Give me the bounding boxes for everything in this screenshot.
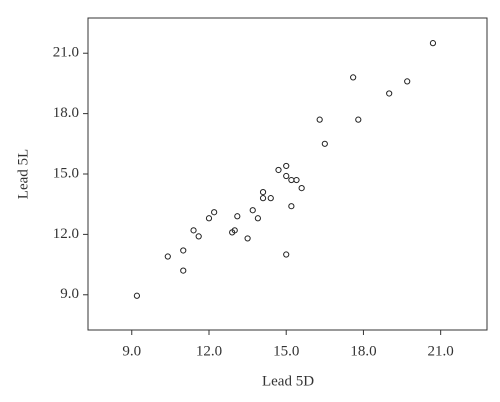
y-tick-label: 18.0	[53, 105, 79, 121]
point	[355, 116, 362, 123]
point	[316, 116, 323, 123]
x-tick-label: 12.0	[196, 343, 222, 359]
point	[288, 176, 295, 184]
y-axis-label: Lead 5L	[15, 149, 31, 199]
point	[205, 215, 213, 222]
point	[195, 233, 202, 240]
point	[133, 292, 141, 299]
y-tick-label: 15.0	[53, 165, 79, 181]
point	[386, 90, 393, 97]
point	[288, 203, 295, 210]
x-tick-label: 9.0	[122, 343, 141, 359]
point	[211, 209, 218, 216]
point	[275, 166, 282, 174]
point	[283, 251, 290, 258]
point	[190, 227, 197, 234]
x-axis-label: Lead 5D	[262, 373, 314, 389]
point	[259, 195, 267, 202]
point	[404, 78, 411, 85]
point	[267, 195, 274, 202]
y-tick-label: 12.0	[53, 226, 79, 242]
point	[298, 184, 305, 192]
point	[164, 253, 171, 260]
point	[249, 207, 256, 214]
x-tick-label: 15.0	[273, 343, 299, 359]
point	[293, 176, 300, 184]
point	[231, 227, 238, 234]
point	[244, 235, 251, 242]
point	[254, 215, 261, 222]
x-tick-label: 21.0	[428, 343, 454, 359]
point	[350, 74, 357, 81]
point	[180, 267, 187, 274]
point	[234, 213, 241, 220]
point	[180, 247, 187, 254]
y-tick-label: 21.0	[53, 45, 79, 61]
point	[283, 162, 290, 170]
point	[429, 40, 437, 47]
point	[321, 140, 328, 147]
x-tick-label: 18.0	[350, 343, 376, 359]
point	[283, 172, 290, 180]
point	[259, 189, 267, 196]
y-tick-label: 9.0	[60, 286, 79, 302]
